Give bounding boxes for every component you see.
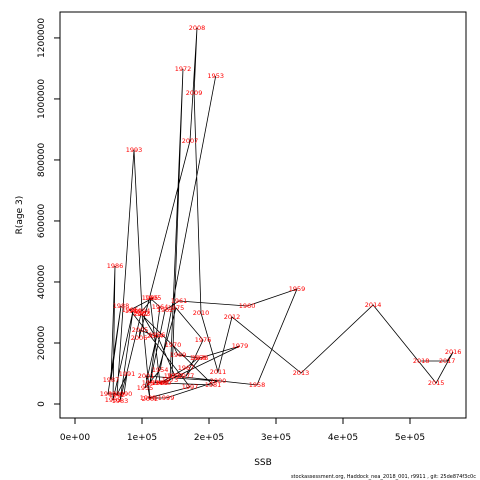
plot-box <box>59 11 467 419</box>
year-label: 2009 <box>186 89 203 97</box>
x-tick-label: 2e+05 <box>194 433 224 443</box>
year-label: 1993 <box>126 146 143 154</box>
year-label: 1958 <box>249 381 266 389</box>
year-label: 1959 <box>289 285 306 293</box>
year-label: 1962 <box>157 306 174 314</box>
year-label: 1983 <box>112 397 129 405</box>
year-label: 1963 <box>142 379 159 387</box>
y-tick-label: 600000 <box>37 204 47 239</box>
y-tick-label: 400000 <box>37 265 47 300</box>
y-tick-label: 1200000 <box>37 18 47 58</box>
x-tick-label: 5e+05 <box>395 433 425 443</box>
year-label: 1967 <box>178 364 195 372</box>
year-label: 1986 <box>107 262 124 270</box>
year-label: 2012 <box>224 313 241 321</box>
year-label: 1978 <box>192 354 209 362</box>
year-label: 2016 <box>445 348 462 356</box>
x-tick-label: 1e+05 <box>127 433 157 443</box>
year-label: 1968 <box>190 354 207 362</box>
year-label: 1973 <box>162 376 179 384</box>
year-label: 1987 <box>103 376 120 384</box>
year-label: 1954 <box>152 366 169 374</box>
year-label: 1971 <box>164 372 181 380</box>
x-tick-label: 4e+05 <box>328 433 358 443</box>
y-tick-label: 200000 <box>37 326 47 361</box>
y-tick-label: 1000000 <box>37 79 47 119</box>
year-label: 1985 <box>105 396 122 404</box>
year-label: 2002 <box>142 395 159 403</box>
year-label: 2000 <box>210 377 227 385</box>
year-label: 1977 <box>178 372 195 380</box>
year-label: 2001 <box>138 372 155 380</box>
year-label: 1995 <box>145 294 162 302</box>
year-label: 1981 <box>205 381 222 389</box>
year-label: 1957 <box>167 372 184 380</box>
year-label: 1999 <box>158 394 175 402</box>
year-label: 1984 <box>125 307 142 315</box>
year-label: 2011 <box>210 368 227 376</box>
x-axis-label: SSB <box>254 458 272 468</box>
year-label: 2017 <box>439 357 456 365</box>
year-label: 1990 <box>116 390 133 398</box>
series-line <box>107 27 454 402</box>
year-label: 1980 <box>155 379 172 387</box>
year-label: 1970 <box>165 341 182 349</box>
year-label: 2018 <box>413 357 430 365</box>
y-tick-label: 0 <box>37 401 47 407</box>
year-label: 2010 <box>193 309 210 317</box>
year-label: 1974 <box>147 379 164 387</box>
year-label: 1994 <box>134 307 151 315</box>
year-label: 1965 <box>142 294 159 302</box>
year-label: 1997 <box>182 383 199 391</box>
year-label: 1960 <box>239 302 256 310</box>
year-label: 1989 <box>100 390 117 398</box>
year-label: 2005 <box>132 326 149 334</box>
year-label: 2014 <box>365 301 382 309</box>
year-label: 1988 <box>113 302 130 310</box>
year-label: 1966 <box>152 379 169 387</box>
year-label: 1964 <box>152 303 169 311</box>
y-tick-label: 800000 <box>37 143 47 178</box>
x-tick-label: 3e+05 <box>261 433 291 443</box>
year-label: 1955 <box>137 384 154 392</box>
year-label: 2008 <box>189 24 206 32</box>
year-label: 1953 <box>207 72 224 80</box>
year-label: 1998 <box>140 394 157 402</box>
year-label: 1991 <box>119 370 136 378</box>
year-label: 1976 <box>195 336 212 344</box>
year-label: 1992 <box>109 391 126 399</box>
year-label: 1982 <box>133 310 150 318</box>
year-label: 1996 <box>122 306 139 314</box>
year-label: 1961 <box>171 297 188 305</box>
year-label: 2007 <box>182 137 199 145</box>
year-label: 1972 <box>175 65 192 73</box>
year-label: 2013 <box>293 369 310 377</box>
year-label: 2003 <box>134 310 151 318</box>
y-axis-label: R(age 3) <box>15 196 25 235</box>
year-label: 1975 <box>168 304 185 312</box>
year-label: 2006 <box>131 334 148 342</box>
caption: stockassessment.org, Haddock_nea_2018_00… <box>291 474 476 480</box>
year-label: 2015 <box>428 379 445 387</box>
year-label: 2004 <box>147 332 164 340</box>
year-label: 1979 <box>232 342 249 350</box>
year-label: 1969 <box>170 351 187 359</box>
year-label: 1956 <box>149 331 166 339</box>
x-tick-label: 0e+00 <box>60 433 91 443</box>
